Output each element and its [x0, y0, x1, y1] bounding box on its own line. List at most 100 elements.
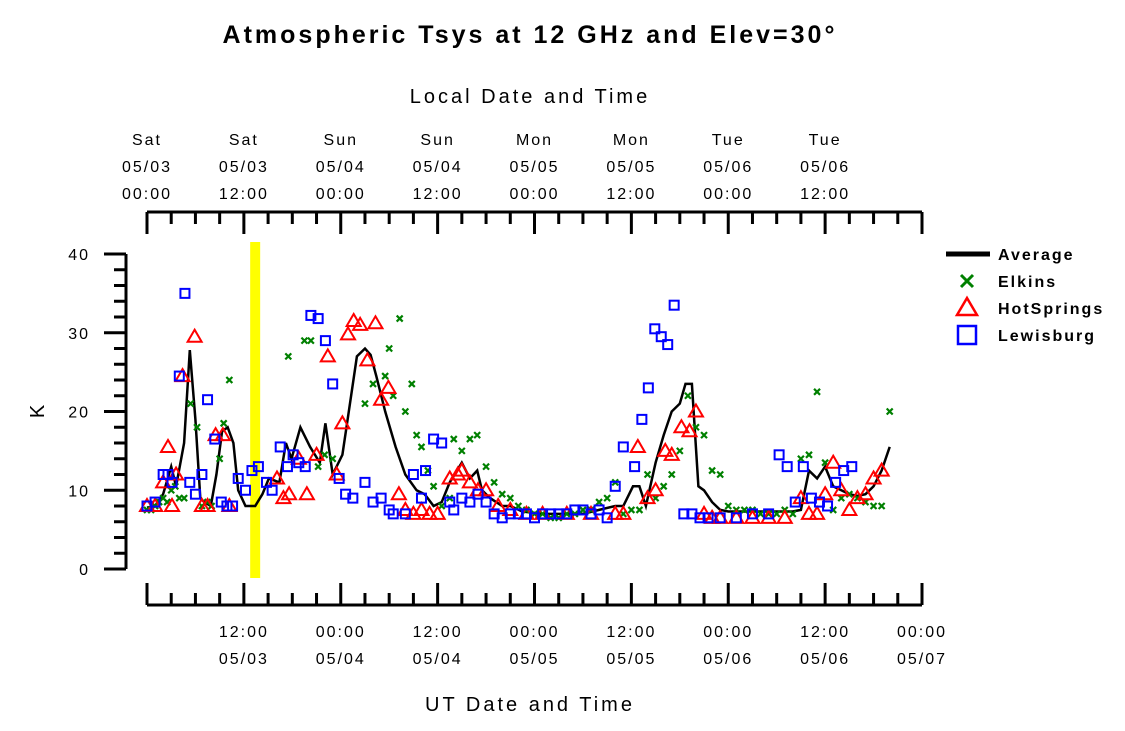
hotsprings-point	[832, 481, 851, 497]
legend-label: Average	[998, 247, 1075, 264]
lewisburg-point	[415, 492, 427, 504]
elkins-point	[449, 435, 458, 443]
bottom-tick-date: 05/07	[897, 651, 947, 668]
bottom-tick-date: 05/06	[703, 651, 753, 668]
top-tick-date: 05/06	[703, 159, 753, 176]
plot-area	[138, 287, 894, 524]
elkins-point	[708, 466, 716, 475]
lewisburg-point	[173, 370, 185, 382]
highlight-bar	[250, 242, 261, 578]
elkins-point	[659, 482, 668, 491]
elkins-point	[797, 454, 805, 463]
top-tick-time: 00:00	[316, 186, 366, 203]
lewisburg-point	[448, 504, 460, 516]
y-tick-label: 40	[68, 247, 90, 264]
hotsprings-point	[274, 489, 293, 505]
hotsprings-point	[808, 504, 826, 520]
lewisburg-point	[333, 472, 345, 484]
elkins-point	[412, 431, 421, 439]
lewisburg-point	[359, 476, 371, 488]
top-tick-date: 05/03	[122, 159, 172, 176]
top-tick-date: 05/04	[316, 159, 366, 176]
lewisburg-point	[617, 441, 629, 453]
elkins-point	[667, 470, 676, 479]
lewisburg-point	[252, 461, 264, 473]
top-tick-day: Sun	[324, 132, 358, 149]
legend-hotsprings-swatch	[954, 295, 980, 317]
lewisburg-point	[797, 461, 809, 473]
legend-elkins-swatch	[959, 273, 975, 289]
lewisburg-point	[166, 476, 178, 488]
lewisburg-point	[202, 394, 214, 406]
lewisburg-point	[239, 484, 251, 496]
elkins-point	[417, 443, 426, 451]
elkins-point	[740, 506, 749, 514]
top-tick-day: Mon	[613, 132, 650, 149]
top-tick-day: Sun	[420, 132, 454, 149]
top-tick-time: 00:00	[509, 186, 559, 203]
hotsprings-point	[319, 347, 337, 363]
hotsprings-point	[629, 437, 647, 453]
lewisburg-point	[436, 437, 448, 449]
elkins-point	[408, 380, 416, 388]
elkins-point	[724, 502, 733, 510]
lewisburg-point	[668, 299, 680, 311]
lewisburg-point	[387, 508, 399, 520]
bottom-tick-time: 00:00	[509, 624, 559, 641]
bottom-tick-time: 12:00	[413, 624, 463, 641]
elkins-point	[219, 419, 228, 428]
elkins-point	[307, 336, 315, 345]
lewisburg-point	[319, 335, 331, 347]
bottom-tick-time: 12:00	[219, 624, 269, 641]
hotsprings-point	[672, 418, 691, 434]
elkins-point	[579, 506, 587, 514]
lewisburg-point	[260, 476, 272, 488]
hotsprings-point	[614, 504, 633, 520]
top-tick-date: 05/04	[413, 159, 463, 176]
lewisburg-point	[281, 461, 293, 473]
hotsprings-point	[163, 497, 181, 512]
top-axis-label: Local Date and Time	[410, 86, 650, 108]
elkins-point	[700, 431, 708, 439]
legend-label: Lewisburg	[998, 328, 1096, 345]
chart-title: Atmospheric Tsys at 12 GHz and Elev=30°	[223, 21, 838, 49]
elkins-point	[635, 506, 644, 514]
hotsprings-point	[646, 481, 665, 497]
elkins-point	[369, 380, 377, 388]
hotsprings-point	[662, 445, 681, 461]
lewisburg-point	[730, 512, 742, 524]
lewisburg-point	[593, 504, 605, 516]
lewisburg-point	[642, 382, 654, 394]
lewisburg-point	[227, 500, 239, 512]
lewisburg-point	[781, 461, 793, 473]
hotsprings-point	[848, 489, 867, 505]
lewisburg-point	[347, 492, 359, 504]
elkins-point	[328, 454, 337, 463]
legend-lewisburg-swatch	[956, 324, 978, 346]
hotsprings-point	[449, 465, 467, 481]
hotsprings-point	[461, 473, 479, 489]
elkins-point	[627, 506, 636, 514]
hotsprings-point	[390, 485, 408, 501]
lewisburg-point	[846, 461, 858, 473]
hotsprings-point	[428, 504, 447, 520]
hotsprings-point	[280, 485, 298, 501]
elkins-point	[361, 399, 369, 408]
bottom-tick-date: 05/06	[800, 651, 850, 668]
elkins-point	[437, 502, 446, 510]
hotsprings-point	[816, 485, 834, 501]
top-tick-day: Sat	[132, 132, 162, 149]
hotsprings-point	[358, 351, 377, 367]
lewisburg-point	[305, 309, 317, 321]
elkins-point	[490, 478, 498, 487]
top-tick-time: 12:00	[219, 186, 269, 203]
elkins-point	[193, 423, 201, 432]
bottom-tick-date: 05/04	[316, 651, 366, 668]
hotsprings-point	[198, 497, 217, 512]
bottom-tick-time: 12:00	[800, 624, 850, 641]
elkins-point	[385, 344, 393, 353]
top-tick-day: Tue	[809, 132, 842, 149]
bottom-tick-date: 05/03	[219, 651, 269, 668]
top-tick-time: 00:00	[703, 186, 753, 203]
lewisburg-point	[196, 469, 208, 480]
